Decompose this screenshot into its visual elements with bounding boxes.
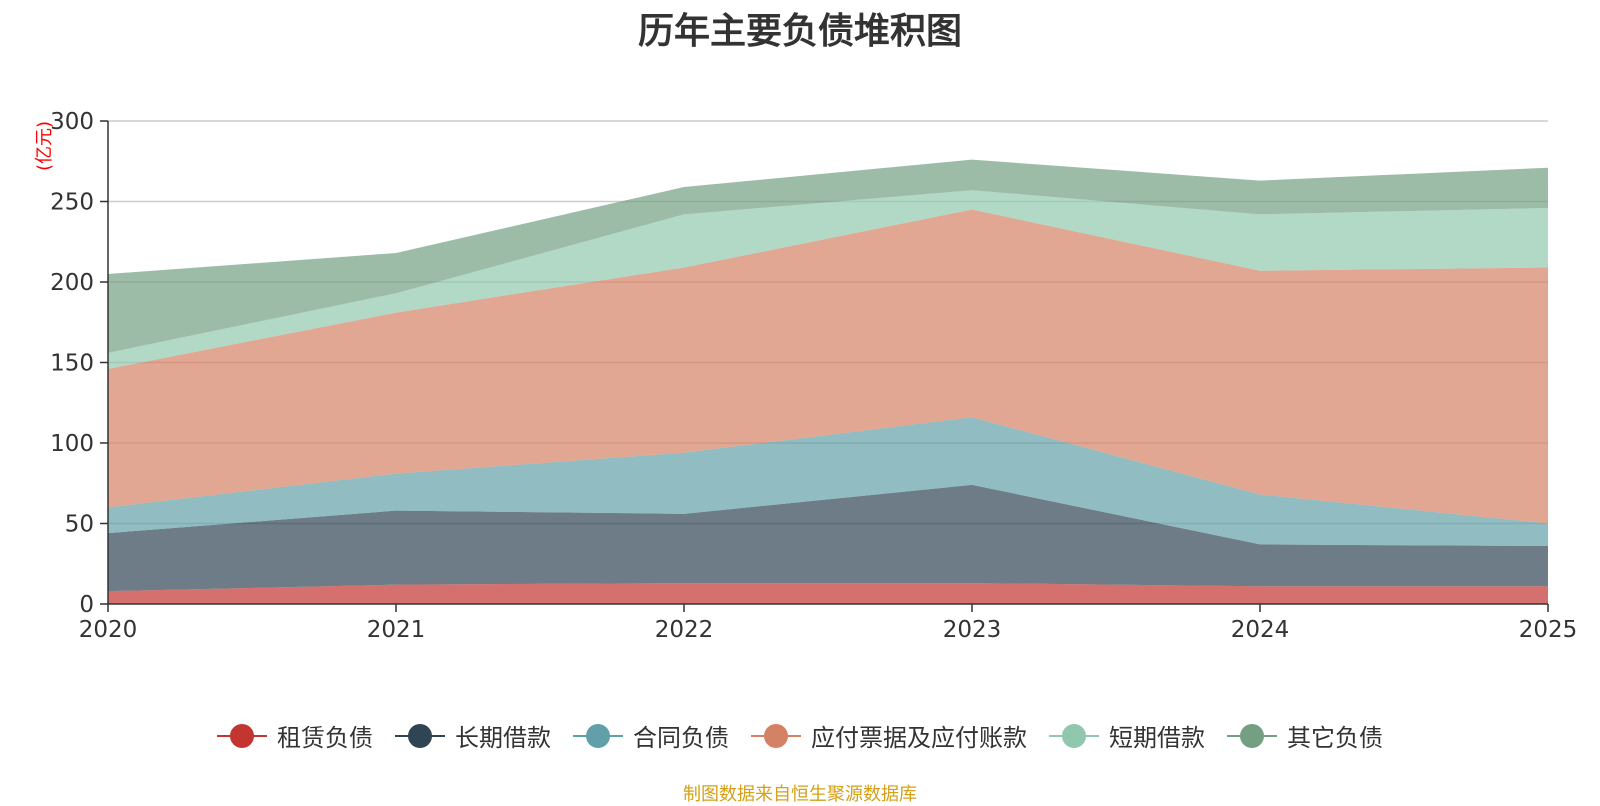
x-tick-label: 2025 (1519, 617, 1578, 643)
legend-label: 租赁负债 (277, 724, 373, 752)
chart-title: 历年主要负债堆积图 (637, 11, 962, 52)
area-series-4 (108, 209, 1548, 524)
y-tick-label: 250 (50, 190, 94, 216)
y-tick-label: 150 (50, 351, 94, 377)
legend-label: 短期借款 (1109, 724, 1205, 752)
legend-item[interactable]: 长期借款 (395, 718, 551, 753)
x-tick-label: 2024 (1231, 617, 1290, 643)
area-series-3 (108, 417, 1548, 547)
legend: 租赁负债 长期借款 合同负债 应付票据及应付账款 短期借款 其它负债 (0, 718, 1600, 753)
legend-marker-icon (1049, 723, 1099, 748)
y-tick-label: 300 (50, 109, 94, 135)
legend-marker-icon (1227, 723, 1277, 748)
legend-marker-icon (217, 723, 267, 748)
legend-item[interactable]: 租赁负债 (217, 718, 373, 753)
x-tick-label: 2022 (655, 617, 714, 643)
y-tick-label: 200 (50, 270, 94, 296)
area-series-1 (108, 583, 1548, 604)
y-tick-label: 0 (79, 592, 94, 618)
legend-label: 合同负债 (633, 724, 729, 752)
legend-label: 长期借款 (455, 724, 551, 752)
area-series-5 (108, 190, 1548, 369)
area-series-6 (108, 159, 1548, 353)
x-tick-label: 2021 (367, 617, 426, 643)
x-tick-label: 2023 (943, 617, 1002, 643)
y-axis-unit-label: (亿元) (34, 121, 55, 171)
legend-item[interactable]: 短期借款 (1049, 718, 1205, 753)
legend-marker-icon (573, 723, 623, 748)
legend-label: 应付票据及应付账款 (811, 724, 1027, 752)
stacked-areas (108, 159, 1548, 604)
legend-item[interactable]: 其它负债 (1227, 718, 1383, 753)
legend-label: 其它负债 (1287, 724, 1383, 752)
legend-item[interactable]: 合同负债 (573, 718, 729, 753)
area-series-2 (108, 484, 1548, 592)
legend-marker-icon (395, 723, 445, 748)
axes: 0 50 100 150 200 250 300 2020 2021 2022 2023 2024 20… (50, 109, 1577, 643)
y-tick-label: 50 (65, 512, 94, 538)
legend-marker-icon (751, 723, 801, 748)
x-tick-label: 2020 (79, 617, 138, 643)
y-tick-label: 100 (50, 431, 94, 457)
source-note: 制图数据来自恒生聚源数据库 (683, 784, 917, 805)
legend-item[interactable]: 应付票据及应付账款 (751, 718, 1027, 753)
